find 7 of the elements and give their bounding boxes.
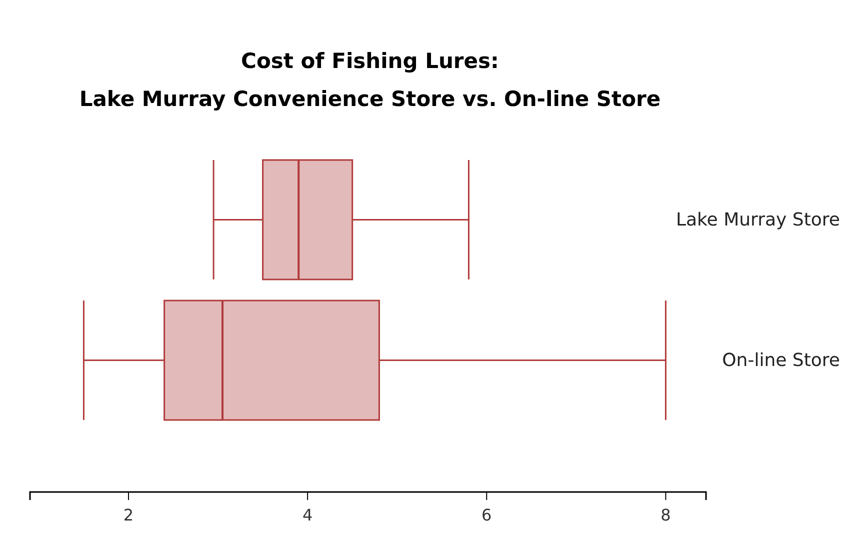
x-tick-label: 4 xyxy=(302,506,313,525)
y-tick-label: Lake Murray Store xyxy=(676,209,840,230)
chart-title: Cost of Fishing Lures: Lake Murray Convenience Store vs. On-line Store xyxy=(79,49,661,111)
y-tick-label: On-line Store xyxy=(722,350,840,372)
x-tick-label: 8 xyxy=(660,506,671,525)
x-tick-label: 2 xyxy=(123,506,134,525)
x-tick-label: 6 xyxy=(482,506,492,525)
